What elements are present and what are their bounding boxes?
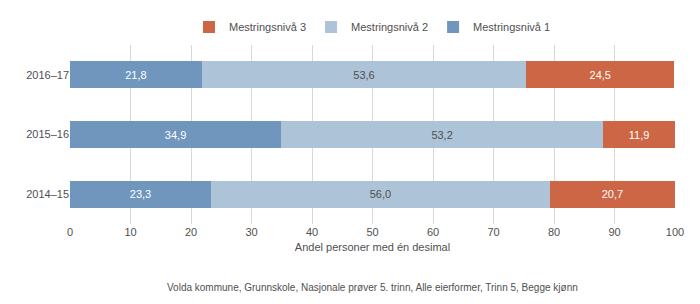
- svg-text:53,2: 53,2: [431, 129, 452, 141]
- svg-text:70: 70: [487, 226, 499, 238]
- svg-text:23,3: 23,3: [130, 188, 151, 200]
- svg-text:34,9: 34,9: [165, 129, 186, 141]
- svg-text:30: 30: [245, 226, 257, 238]
- svg-text:Mestringsnivå 3: Mestringsnivå 3: [229, 21, 306, 33]
- svg-text:Volda kommune, Grunnskole, Nas: Volda kommune, Grunnskole, Nasjonale prø…: [167, 282, 578, 293]
- svg-text:24,5: 24,5: [590, 69, 611, 81]
- svg-text:60: 60: [427, 226, 439, 238]
- svg-text:2014–15: 2014–15: [26, 188, 69, 200]
- svg-text:56,0: 56,0: [370, 188, 391, 200]
- svg-text:0: 0: [67, 226, 73, 238]
- svg-text:50: 50: [366, 226, 378, 238]
- svg-text:2016–17: 2016–17: [26, 69, 69, 81]
- svg-text:53,6: 53,6: [353, 69, 374, 81]
- svg-text:11,9: 11,9: [629, 129, 650, 141]
- svg-text:100: 100: [666, 226, 684, 238]
- svg-text:20,7: 20,7: [602, 188, 623, 200]
- svg-text:10: 10: [124, 226, 136, 238]
- svg-text:20: 20: [185, 226, 197, 238]
- svg-text:Andel personer med én desimal: Andel personer med én desimal: [295, 241, 450, 253]
- svg-text:Mestringsnivå 1: Mestringsnivå 1: [473, 21, 550, 33]
- svg-text:21,8: 21,8: [125, 69, 146, 81]
- svg-text:90: 90: [608, 226, 620, 238]
- svg-text:2015–16: 2015–16: [26, 128, 69, 140]
- svg-text:80: 80: [548, 226, 560, 238]
- svg-text:40: 40: [306, 226, 318, 238]
- svg-text:Mestringsnivå 2: Mestringsnivå 2: [351, 21, 428, 33]
